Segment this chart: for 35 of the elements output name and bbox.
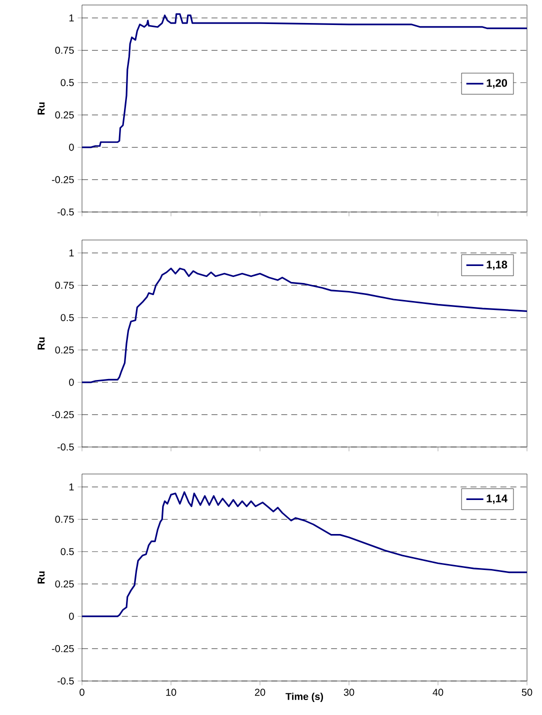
y-tick-label: 0 [69,144,74,151]
x-tick-label: 50 [522,688,532,696]
y-tick-label: 0.75 [55,516,74,523]
y-tick-label: -0.25 [52,645,74,652]
y-tick-label: 0.25 [55,111,74,118]
y-tick-label: 0 [69,612,74,620]
line-series [82,13,527,148]
y-tick-label: 0.25 [55,346,74,354]
y-axis-title: Ru [38,102,45,114]
y-axis-title: Ru [38,572,45,584]
y-tick-label: -0.25 [52,411,74,418]
x-tick-label: 20 [254,688,266,696]
y-tick-label: 0 [69,378,74,386]
y-axis-title: Ru [38,338,45,350]
y-tick-label: -0.5 [58,443,74,451]
legend-label: 1,20 [486,79,508,88]
x-tick-label: 0 [80,688,84,696]
y-tick-label: 0.5 [60,548,74,556]
y-tick-label: -0.5 [58,208,74,216]
x-tick-label: 40 [432,688,444,696]
y-tick-label: 0.75 [55,46,74,54]
y-tick-label: 1 [69,484,74,490]
y-tick-label: 0.5 [60,314,74,322]
y-tick-label: -0.25 [52,176,74,184]
x-tick-label: 30 [344,688,354,696]
legend-label: 1,18 [486,260,508,270]
x-tick-label: 10 [166,688,176,696]
x-axis-title: Time (s) [286,692,324,702]
y-tick-label: 1 [69,14,74,22]
y-tick-label: -0.5 [58,677,74,685]
y-tick-label: 0.5 [60,79,74,86]
legend-label: 1,14 [486,494,508,504]
y-tick-label: 0.75 [55,282,74,289]
y-tick-label: 1 [69,250,74,256]
y-tick-label: 0.25 [55,580,74,588]
